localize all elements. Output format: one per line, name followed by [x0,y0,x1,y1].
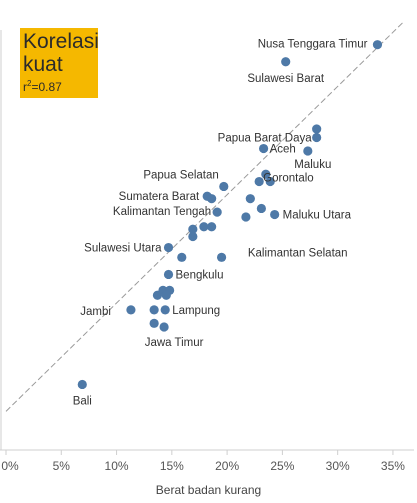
data-point [207,222,217,232]
trendline-layer [5,21,405,412]
data-point [207,194,217,204]
trendline [5,21,405,412]
data-point [219,181,229,192]
point-label: Sulawesi Utara [84,243,162,255]
annotation-stat: r2=0.87 [23,79,62,94]
points-layer [77,40,383,390]
x-tick-label: 30% [326,459,350,473]
data-point [254,176,264,187]
data-point [312,124,322,134]
data-point [149,318,159,328]
data-point [258,143,269,154]
data-point [312,132,322,143]
x-tick-label: 10% [105,459,129,473]
annotation-badge [20,28,98,98]
data-point [245,194,255,204]
data-point [256,203,266,214]
x-tick-label: 25% [270,459,294,473]
data-point [241,212,251,222]
x-axis: 0% 5% 10% 15% 20% 25% 30% 35% [0,30,414,473]
stat-suffix: =0.87 [31,80,62,94]
point-label: Sulawesi Barat [247,73,325,85]
data-point [77,379,87,390]
x-tick-label: 0% [1,459,19,473]
stat-prefix: r [23,80,27,94]
point-label: Papua Barat Daya [218,133,313,145]
data-point [261,169,271,179]
data-point [216,252,227,262]
data-point [212,207,222,217]
data-point [161,290,171,300]
data-point [163,269,174,280]
data-point [281,57,291,67]
x-tick-label: 35% [381,459,405,473]
data-point [126,305,136,315]
point-label: Maluku Utara [283,210,352,222]
data-point [199,222,209,232]
x-tick-label: 15% [160,459,184,473]
point-label: Bali [73,395,92,407]
point-label: Sumatera Barat [119,191,200,203]
point-label: Kalimantan Selatan [248,248,348,260]
point-label: Papua Selatan [143,169,218,181]
point-label: Lampung [172,305,220,317]
point-label: Kalimantan Tengah [113,206,211,218]
data-point [177,252,187,262]
point-label: Bengkulu [176,269,224,281]
data-point [152,290,163,300]
data-point [188,231,198,242]
point-label: Jawa Timur [145,337,204,349]
point-label: Gorontalo [263,173,314,185]
data-point [270,209,280,220]
annotation-title: Korelasi kuat [23,30,99,76]
data-point [303,146,313,156]
point-label: Maluku [294,159,331,171]
x-tick-label: 20% [215,459,239,473]
data-point [188,224,198,234]
data-point [163,242,174,253]
data-point [159,322,169,332]
data-point [149,305,159,315]
point-label: Jambi [80,306,111,318]
point-label: Nusa Tenggara Timur [258,39,368,51]
data-point [372,40,383,50]
data-point [265,176,275,187]
data-point [160,305,170,315]
labels-layer: Nusa Tenggara Timur Sulawesi Barat Papua B… [73,39,368,408]
x-axis-title: Berat badan kurang [155,483,262,497]
stat-exp: 2 [27,79,32,88]
x-tick-label: 5% [53,459,71,473]
point-label: Aceh [270,144,296,156]
